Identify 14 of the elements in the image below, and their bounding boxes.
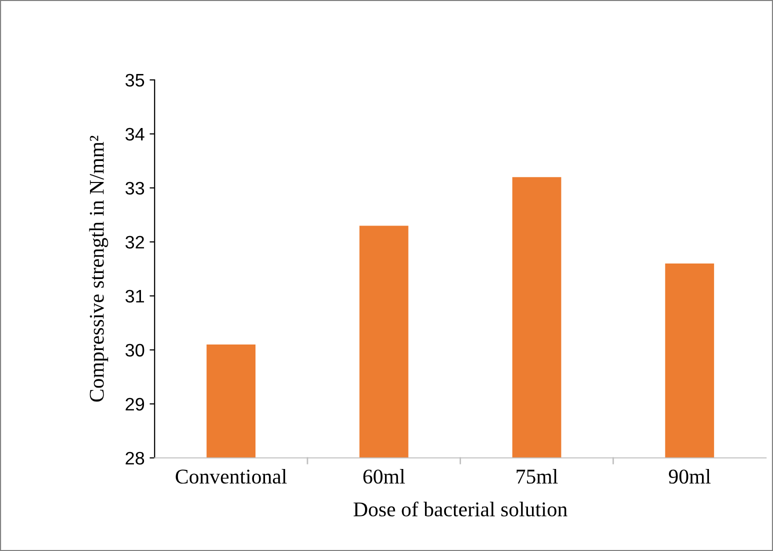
y-axis-title: Compressive strength in N/mm² bbox=[89, 136, 108, 402]
y-tick-label: 29 bbox=[126, 398, 144, 411]
y-tick-label: 28 bbox=[126, 452, 144, 465]
y-tick-label: 34 bbox=[125, 128, 144, 141]
y-tick-label: 33 bbox=[125, 182, 144, 195]
y-tick-label: 32 bbox=[125, 236, 144, 249]
x-tick-label: 75ml bbox=[516, 468, 558, 484]
y-tick-label: 31 bbox=[125, 290, 144, 303]
x-tick-label: 60ml bbox=[363, 468, 405, 484]
y-tick-label: 30 bbox=[125, 344, 144, 357]
x-tick-label: 90ml bbox=[668, 468, 711, 484]
x-axis-title: Dose of bacterial solution bbox=[354, 502, 568, 516]
y-tick-label: 35 bbox=[125, 74, 144, 87]
x-tick-label: Conventional bbox=[176, 468, 287, 484]
